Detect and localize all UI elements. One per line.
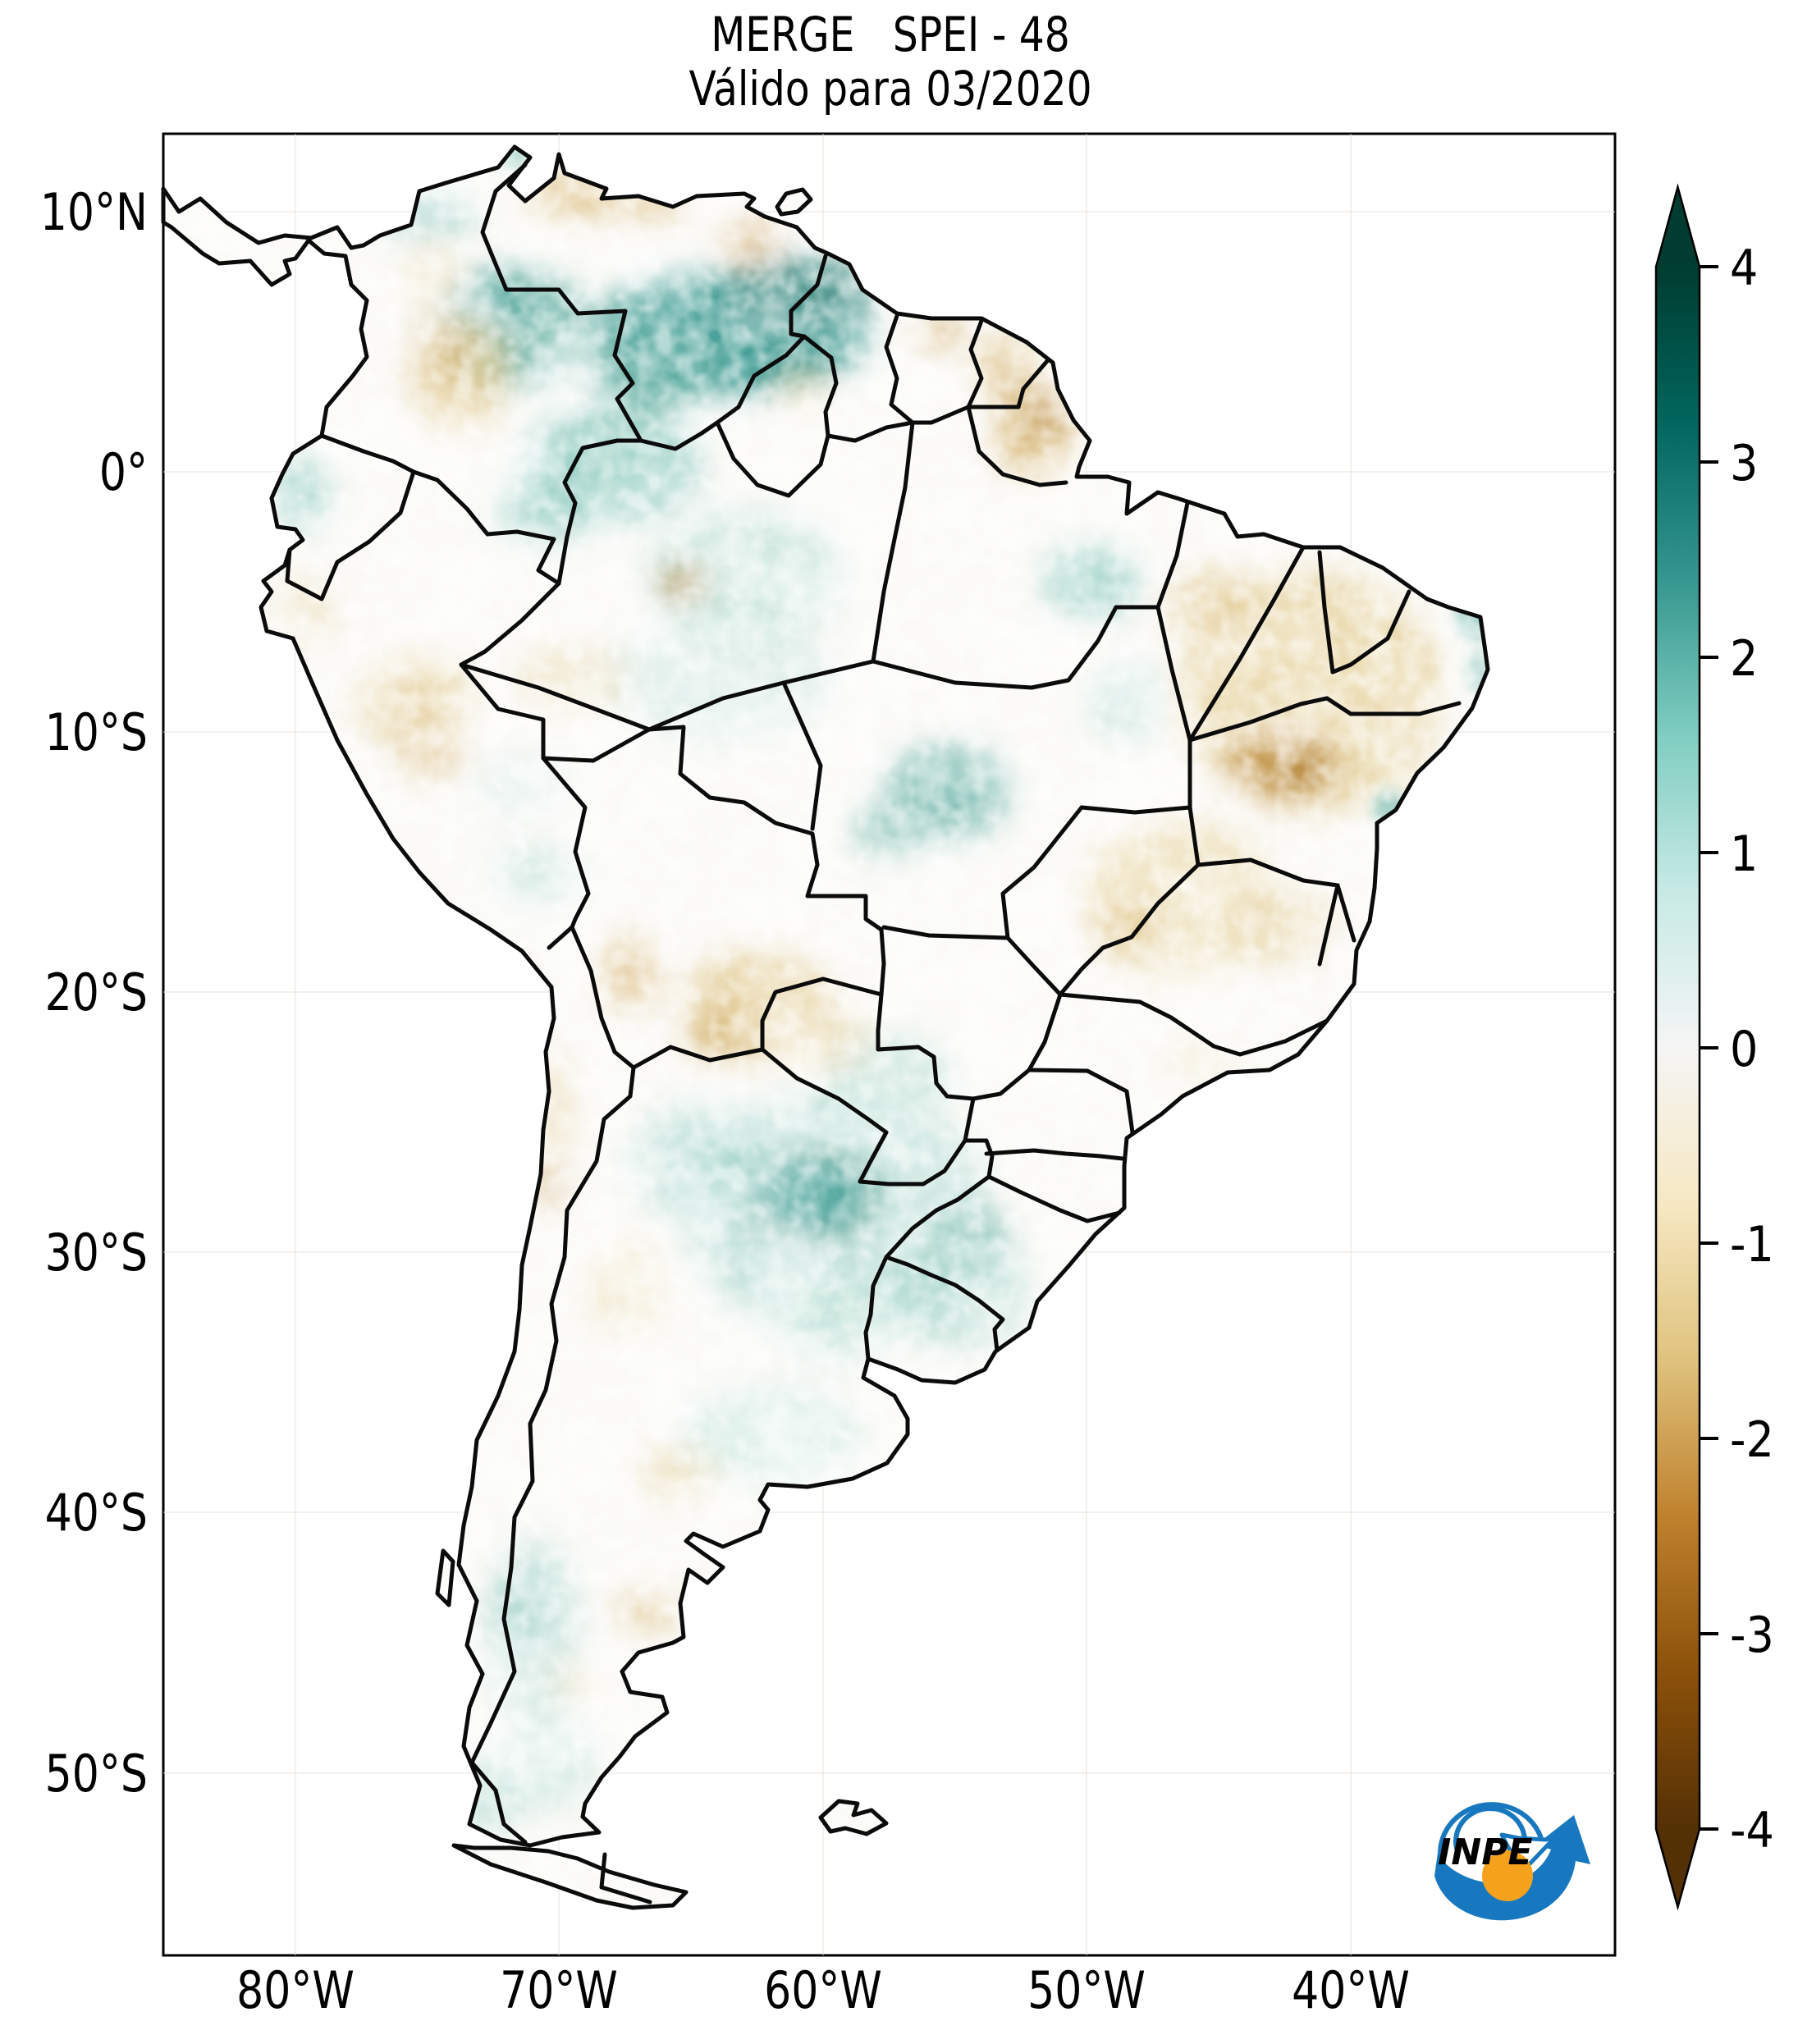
tierra-del-fuego [451, 1843, 689, 1910]
lat-axis: 10°N 0° 10°S 20°S 30°S 40°S 50°S [40, 183, 148, 1804]
inpe-logo-sun [1482, 1850, 1533, 1901]
colorbar-extend-max [1656, 187, 1700, 267]
lon-tick-label: 50°W [1027, 1961, 1146, 2021]
inpe-logo-inner-arc [1453, 1805, 1527, 1852]
border-venezuela-brazil [638, 334, 807, 451]
lat-tick-label: 20°S [45, 963, 148, 1023]
border-guyana-suriname [884, 313, 915, 425]
state-border-para-matogrosso [871, 605, 1119, 690]
state-border-matogrosso-goias [1000, 805, 1084, 940]
border-peru-chile [547, 925, 574, 950]
colorbar-ticks [1700, 265, 1718, 1831]
lon-tick-label: 60°W [764, 1961, 882, 2021]
border-colombia-brazil [556, 438, 643, 586]
colorbar-tick-label: -2 [1730, 1411, 1774, 1468]
state-border-amazonas-south [647, 659, 876, 732]
state-border-parana-santacatarina [984, 1148, 1125, 1161]
lat-tick-label: 40°S [45, 1484, 148, 1543]
border-argentina-chile [469, 1065, 636, 1845]
state-border-santacatarina-rs [986, 1174, 1122, 1223]
brazil-state-borders [459, 405, 1462, 1223]
colorbar-tick-label: 2 [1730, 630, 1758, 687]
country-borders [285, 162, 1050, 1905]
inpe-logo: INPE [1434, 1802, 1590, 1921]
border-argentina-uruguay [863, 1255, 889, 1361]
state-border-ceara-east [1330, 589, 1411, 674]
lat-tick-label: 0° [99, 443, 148, 503]
falkland-islands [818, 1799, 889, 1836]
border-brazil-uruguay [884, 1255, 1005, 1353]
border-bolivia-brazil [541, 725, 886, 997]
state-border-tocantins-east [1155, 605, 1192, 810]
state-border-bahia-south [1196, 857, 1357, 943]
colorbar-extend-min [1656, 1829, 1700, 1907]
border-bolivia-paraguay [760, 976, 884, 1052]
border-peru-bolivia [541, 756, 591, 930]
state-border-acre [459, 662, 652, 732]
state-border-tocantins-south [1079, 805, 1192, 815]
border-venezuela-guyana [789, 254, 828, 339]
colorbar-tick-label: 4 [1730, 240, 1758, 296]
colorbar: 4 3 2 1 0 -1 -2 -3 -4 [1654, 183, 1774, 1911]
trinidad-island [775, 187, 813, 217]
border-bolivia-chile [570, 925, 636, 1070]
border-colombia-peru [411, 469, 561, 586]
border-tierra-del-fuego [599, 1852, 652, 1905]
border-frguiana-brazil [966, 359, 1050, 409]
inpe-logo-text: INPE [1438, 1831, 1533, 1873]
colorbar-gradient [1656, 267, 1700, 1829]
state-border-bahia-goias [1187, 805, 1201, 867]
state-border-amazonas-para [871, 420, 915, 664]
state-border-maranhao-para [1114, 501, 1190, 610]
chiloe-island [435, 1548, 455, 1607]
state-border-minas-espiritosanto [1317, 883, 1340, 967]
south-america-coastline [161, 144, 1490, 1848]
state-border-ceara-west [1317, 550, 1335, 674]
state-border-piaui-maranhao [1187, 545, 1306, 743]
colorbar-tick-label: 1 [1730, 825, 1758, 882]
lon-tick-label: 70°W [500, 1961, 618, 2021]
colorbar-tick-label: 0 [1730, 1021, 1758, 1077]
lat-tick-label: 10°N [40, 183, 148, 243]
coastlines [161, 144, 1490, 1910]
lat-tick-label: 10°S [45, 703, 148, 763]
lon-axis: 80°W 70°W 60°W 50°W 40°W [236, 1961, 1410, 2021]
border-argentina-brazil [884, 1138, 995, 1260]
state-border-roraima [715, 420, 830, 498]
lon-tick-label: 80°W [236, 1961, 355, 2021]
state-border-bahia-north [1187, 696, 1329, 743]
figure-subtitle: Válido para 03/2020 [689, 61, 1091, 117]
border-ecuador-peru [285, 469, 416, 601]
border-paraguay-argentina [760, 1047, 968, 1187]
lon-tick-label: 40°W [1292, 1961, 1410, 2021]
figure-title: MERGE SPEI - 48 [711, 7, 1070, 62]
colorbar-tick-label: -4 [1730, 1802, 1774, 1859]
state-border-amapa [966, 405, 1068, 487]
border-bolivia-argentina [631, 1045, 765, 1070]
colorbar-tick-label: 3 [1730, 435, 1758, 492]
border-suriname-frguiana [966, 318, 984, 409]
border-colombia-ecuador [319, 433, 416, 474]
state-border-goias-minas [1058, 862, 1201, 997]
border-guyana-brazil [802, 334, 915, 443]
lat-tick-label: 50°S [45, 1744, 148, 1804]
state-border-matogrosso-ms [881, 925, 1010, 940]
border-paraguay-brazil [876, 992, 976, 1143]
state-border-saopaulo-parana [1027, 1068, 1135, 1135]
lat-tick-label: 30°S [45, 1223, 148, 1283]
state-border-minas-saopaulo [1058, 992, 1329, 1057]
inpe-logo-outer-arc [1438, 1802, 1545, 1862]
border-colombia-venezuela [480, 162, 643, 443]
border-suriname-brazil [910, 405, 971, 425]
state-border-pernambuco-bahia [1324, 696, 1462, 716]
colorbar-tick-label: -1 [1730, 1216, 1774, 1273]
state-border-ms-east [971, 935, 1063, 1101]
state-border-rondonia-matogrosso [781, 680, 823, 831]
colorbar-tick-label: -3 [1730, 1607, 1774, 1663]
